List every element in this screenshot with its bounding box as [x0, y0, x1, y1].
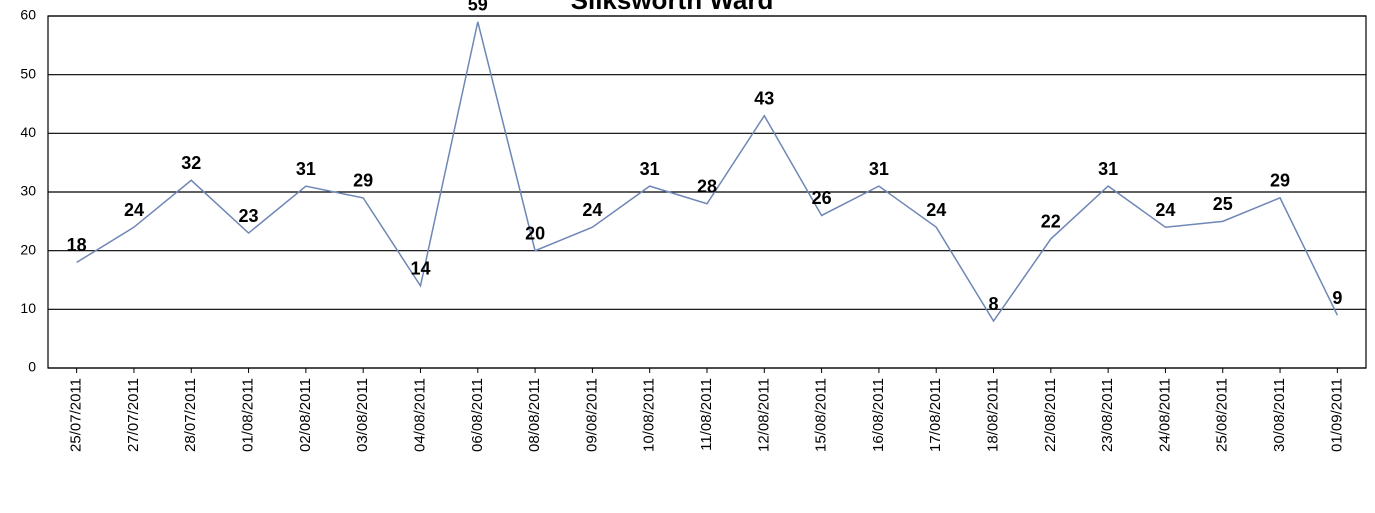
data-label: 24	[124, 200, 144, 220]
y-tick-label: 30	[20, 183, 36, 199]
data-label: 31	[1098, 159, 1118, 179]
data-label: 29	[1270, 171, 1290, 191]
x-tick-label: 18/08/2011	[984, 378, 1001, 452]
data-line	[76, 21, 1339, 323]
data-label: 43	[754, 88, 774, 108]
data-label: 29	[353, 171, 373, 191]
x-tick-label: 28/07/2011	[182, 378, 199, 452]
y-tick-label: 10	[20, 300, 36, 316]
data-label: 31	[640, 159, 660, 179]
data-label: 31	[869, 159, 889, 179]
x-tick-label: 16/08/2011	[870, 378, 887, 452]
x-tick-label: 22/08/2011	[1042, 378, 1059, 452]
x-tick-label: 25/07/2011	[68, 378, 85, 452]
x-tick-label: 23/08/2011	[1099, 378, 1116, 452]
data-label: 24	[1155, 200, 1175, 220]
x-tick-label: 12/08/2011	[755, 378, 772, 452]
y-tick-label: 60	[20, 7, 36, 23]
y-tick-label: 0	[28, 359, 36, 375]
data-label: 26	[812, 188, 832, 208]
x-tick-label: 09/08/2011	[583, 378, 600, 452]
data-label: 24	[926, 200, 946, 220]
x-tick-label: 10/08/2011	[641, 378, 658, 452]
x-tick-label: 03/08/2011	[354, 378, 371, 452]
data-label: 24	[582, 200, 602, 220]
data-label: 14	[410, 259, 430, 279]
x-tick-label: 01/09/2011	[1328, 378, 1345, 452]
x-tick-label: 11/08/2011	[698, 378, 715, 451]
x-tick-label: 08/08/2011	[526, 378, 543, 452]
x-tick-label: 06/08/2011	[469, 378, 486, 452]
data-label: 22	[1041, 212, 1061, 232]
x-tick-label: 02/08/2011	[297, 378, 314, 452]
x-tick-label: 24/08/2011	[1156, 378, 1173, 452]
data-label: 28	[697, 176, 717, 196]
y-tick-label: 40	[20, 124, 36, 140]
data-label: 23	[239, 206, 259, 226]
data-label: 25	[1213, 194, 1233, 214]
x-tick-label: 17/08/2011	[927, 378, 944, 452]
data-label: 18	[67, 235, 87, 255]
data-label: 31	[296, 159, 316, 179]
data-label: 9	[1332, 288, 1342, 308]
x-tick-label: 04/08/2011	[411, 378, 428, 452]
chart-title: Silksworth Ward	[571, 0, 774, 15]
x-tick-label: 27/07/2011	[125, 378, 142, 452]
data-label: 8	[989, 294, 999, 314]
x-tick-label: 25/08/2011	[1214, 378, 1231, 452]
data-label: 32	[181, 153, 201, 173]
x-tick-label: 01/08/2011	[240, 378, 257, 452]
y-tick-label: 20	[20, 241, 36, 257]
data-label: 20	[525, 223, 545, 243]
x-tick-label: 30/08/2011	[1271, 378, 1288, 452]
x-tick-label: 15/08/2011	[813, 378, 830, 452]
y-tick-label: 50	[20, 65, 36, 81]
data-label: 59	[468, 0, 488, 15]
